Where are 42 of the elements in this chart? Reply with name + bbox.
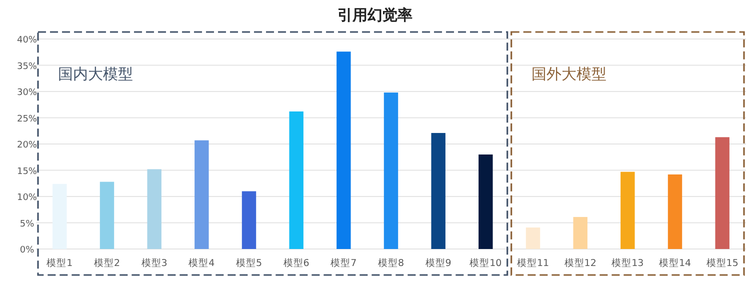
x-tick-label: 模型1 — [46, 257, 73, 269]
x-tick-label: 模型3 — [141, 257, 168, 269]
y-tick-label: 20% — [16, 140, 38, 150]
bar — [242, 191, 256, 249]
x-tick-label: 模型13 — [612, 257, 644, 269]
y-tick-label: 15% — [16, 166, 38, 177]
bar — [52, 184, 67, 249]
x-tick-label: 模型8 — [378, 257, 404, 269]
bar — [100, 182, 114, 249]
bar — [336, 52, 351, 249]
x-tick-label: 模型7 — [330, 257, 357, 269]
bar — [715, 137, 730, 249]
annotation: 国外大模型 — [531, 65, 606, 83]
bar — [431, 132, 446, 249]
bar — [526, 227, 540, 249]
bar — [478, 154, 493, 249]
x-tick-label: 模型11 — [516, 257, 550, 269]
y-tick-label: 5% — [20, 219, 35, 230]
bar — [147, 169, 162, 249]
x-tick-label: 模型10 — [470, 257, 502, 269]
x-tick-label: 模型2 — [94, 257, 120, 269]
y-tick-label: 40% — [16, 36, 38, 46]
y-tick-label: 35% — [16, 62, 38, 72]
annotation: 国内大模型 — [58, 65, 133, 83]
x-tick-label: 模型15 — [706, 257, 738, 269]
bar — [620, 172, 635, 249]
bar — [289, 111, 304, 249]
y-tick-label: 10% — [16, 193, 38, 203]
bar — [384, 92, 398, 249]
bar — [573, 216, 588, 249]
x-tick-label: 模型14 — [658, 257, 692, 269]
y-tick-label: 25% — [16, 114, 38, 124]
bar — [194, 140, 209, 249]
x-tick-label: 模型6 — [283, 257, 310, 269]
chart-title: 引用幻觉率 — [338, 6, 412, 24]
y-tick-label: 0% — [20, 246, 35, 256]
x-tick-label: 模型5 — [236, 257, 262, 269]
y-tick-label: 30% — [16, 88, 38, 98]
x-tick-label: 模型9 — [425, 257, 452, 269]
x-tick-label: 模型4 — [188, 257, 215, 269]
x-tick-label: 模型12 — [564, 257, 596, 269]
bar — [668, 174, 682, 249]
